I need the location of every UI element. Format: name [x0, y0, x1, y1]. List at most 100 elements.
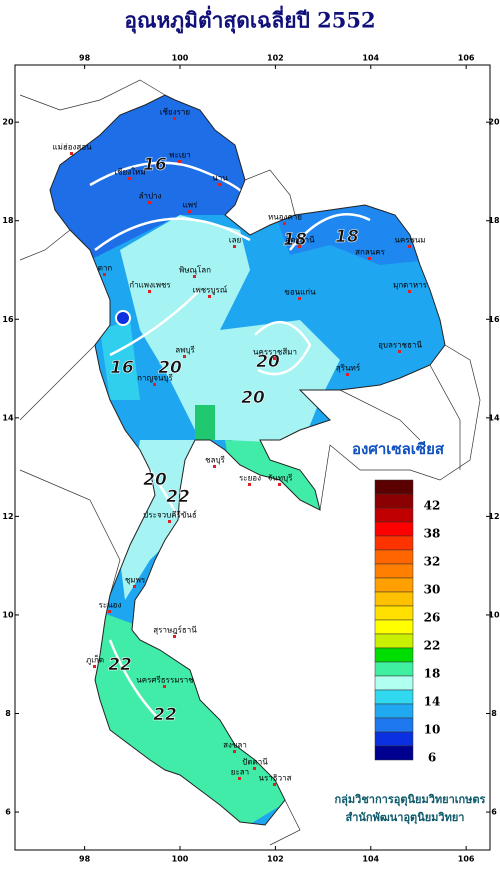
legend-label: 26: [424, 611, 441, 625]
station-dot: [183, 355, 186, 358]
legend-swatch: [374, 605, 414, 621]
legend-swatch: [374, 745, 414, 761]
lon-tick-label: 106: [458, 54, 475, 63]
lon-tick-label: 104: [362, 855, 379, 864]
lon-tick-label: 104: [362, 54, 379, 63]
contour-label: 20: [158, 358, 182, 378]
lat-tick-label: 16: [488, 315, 500, 324]
station-dot: [238, 777, 241, 780]
contour-label: 22: [108, 655, 132, 675]
legend-swatch: [374, 647, 414, 663]
lat-tick-label: 10: [488, 610, 500, 619]
station-dot: [208, 295, 211, 298]
lat-tick-label: 14: [2, 413, 14, 422]
contour-label: 22: [166, 487, 190, 507]
place-name: หนองคาย: [268, 213, 302, 222]
station-dot: [253, 767, 256, 770]
station-dot: [283, 222, 286, 225]
legend-swatch: [374, 577, 414, 593]
legend-label: 30: [424, 583, 441, 597]
lon-tick-label: 102: [267, 855, 284, 864]
contour-label: 22: [153, 705, 177, 725]
contour-label: 16: [110, 358, 134, 378]
legend-swatch: [374, 535, 414, 551]
legend-label: 6: [428, 751, 436, 765]
legend-title: องศาเซลเซียส: [352, 440, 445, 458]
legend-swatch: [374, 591, 414, 607]
station-dot: [148, 290, 151, 293]
place-name: ระยอง: [239, 474, 261, 483]
legend-label: 10: [424, 723, 441, 737]
station-dot: [408, 245, 411, 248]
place-name: พิษณุโลก: [179, 265, 211, 275]
station-dot: [346, 373, 349, 376]
temperature-field: [50, 95, 445, 825]
place-name: สุรินทร์: [336, 363, 361, 373]
legend-swatch: [374, 689, 414, 705]
legend-swatch: [374, 703, 414, 719]
place-name: อุดรธานี: [285, 236, 315, 245]
legend-label: 42: [424, 499, 441, 513]
lon-tick-label: 98: [79, 54, 91, 63]
lat-tick-label: 12: [488, 512, 499, 521]
place-name: เพชรบูรณ์: [193, 285, 228, 296]
lat-tick-label: 10: [2, 610, 14, 619]
contour-label: 20: [143, 470, 167, 490]
station-dot: [233, 750, 236, 753]
legend-swatch: [374, 563, 414, 579]
legend-swatch: [374, 717, 414, 733]
legend-swatch: [374, 479, 414, 495]
contour-label: 18: [335, 227, 359, 247]
station-dot: [148, 201, 151, 204]
contour-label: 20: [241, 388, 265, 408]
legend-swatch: [374, 521, 414, 537]
lon-tick-label: 98: [79, 855, 91, 864]
place-name: พะเยา: [169, 151, 190, 160]
station-dot: [273, 783, 276, 786]
station-dot: [173, 117, 176, 120]
legend-swatch: [374, 549, 414, 565]
place-name: ยะลา: [231, 768, 249, 777]
station-dot: [108, 610, 111, 613]
lat-tick-label: 20: [488, 118, 500, 127]
station-dot: [233, 245, 236, 248]
lon-tick-label: 100: [172, 855, 189, 864]
station-dot: [368, 257, 371, 260]
map-title: อุณหภูมิต่ำสุดเฉลี่ยปี 2552: [124, 5, 375, 35]
legend-swatch: [374, 619, 414, 635]
legend-swatch: [374, 661, 414, 677]
legend-swatch: [374, 507, 414, 523]
credit: กลุ่มวิชาการอุตุนิยมวิทยาเกษตร: [335, 793, 486, 807]
place-name: นครราชสีมา: [253, 348, 297, 357]
legend-swatch: [374, 675, 414, 691]
station-dot: [273, 357, 276, 360]
legend-label: 18: [424, 667, 441, 681]
lat-tick-label: 6: [5, 808, 11, 817]
place-name: อุบลราชธานี: [378, 341, 422, 350]
station-dot: [173, 635, 176, 638]
place-name: กาญจนบุรี: [137, 374, 173, 383]
place-name: ลพบุรี: [175, 346, 195, 355]
station-dot: [213, 465, 216, 468]
station-dot: [398, 350, 401, 353]
station-dot: [103, 273, 106, 276]
contour-label: 18: [283, 230, 307, 250]
station-dot: [93, 665, 96, 668]
lon-tick-label: 102: [267, 54, 284, 63]
place-name: สกลนคร: [355, 248, 385, 257]
place-name: สงขลา: [223, 741, 247, 750]
legend-swatch: [374, 493, 414, 509]
place-name: ระนอง: [99, 601, 122, 610]
lat-tick-label: 20: [2, 118, 14, 127]
place-name: นครพนม: [394, 236, 425, 245]
place-name: กำแพงเพชร: [129, 281, 171, 290]
place-name: เชียงราย: [160, 108, 190, 117]
lat-tick-label: 18: [488, 216, 500, 225]
station-dot: [128, 177, 131, 180]
place-name: ภูเก็ต: [86, 655, 104, 666]
place-name: ประจวบคีรีขันธ์: [143, 510, 197, 520]
place-name: ชลบุรี: [205, 456, 225, 465]
station-dot: [278, 483, 281, 486]
place-name: สุราษฎร์ธานี: [153, 625, 197, 635]
